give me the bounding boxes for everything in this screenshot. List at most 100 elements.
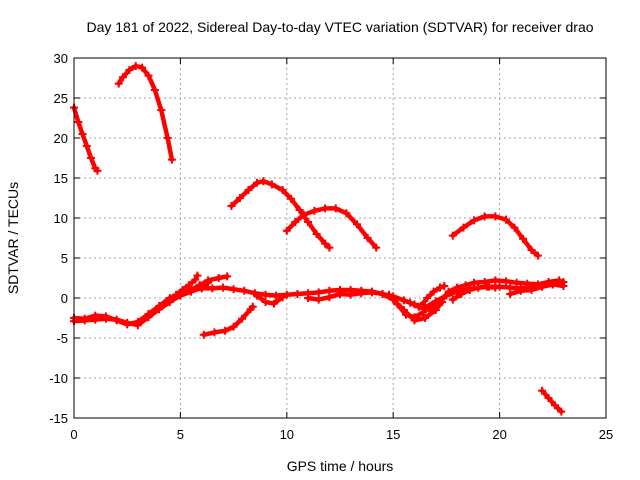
data-point: [248, 302, 257, 311]
data-point: [557, 407, 566, 416]
data-point: [287, 194, 296, 203]
data-series: [70, 62, 568, 416]
data-point: [295, 206, 304, 214]
data-point: [457, 290, 466, 298]
y-tick-label-4: 5: [61, 251, 68, 266]
data-point: [336, 290, 344, 298]
series-trace-1: [116, 63, 175, 162]
data-point: [527, 246, 536, 254]
data-point: [293, 290, 302, 298]
y-tick-label-3: 0: [61, 291, 68, 306]
data-point: [406, 298, 415, 307]
data-point: [538, 386, 547, 395]
data-point: [470, 216, 479, 225]
data-point: [282, 226, 291, 235]
data-point: [223, 272, 232, 281]
data-point: [167, 155, 176, 164]
data-point: [440, 282, 449, 290]
data-point: [436, 298, 445, 307]
data-point: [416, 302, 425, 310]
y-tick-label-6: 15: [54, 171, 68, 186]
data-point: [491, 212, 500, 221]
data-point: [101, 314, 110, 323]
data-point: [114, 79, 123, 88]
data-point: [74, 118, 83, 126]
data-point: [363, 234, 372, 242]
data-point: [144, 71, 153, 80]
data-point: [172, 290, 181, 299]
data-point: [325, 293, 334, 302]
y-tick-label-8: 25: [54, 91, 68, 106]
data-point: [506, 290, 515, 298]
data-point: [270, 299, 279, 308]
data-point: [314, 295, 323, 304]
x-tick-label-3: 15: [386, 427, 400, 442]
data-point: [267, 180, 276, 189]
data-point: [229, 285, 238, 294]
data-point: [384, 290, 393, 299]
data-point: [353, 220, 362, 229]
data-point: [555, 276, 564, 285]
data-point: [235, 194, 244, 202]
series-arc-4: [282, 204, 381, 252]
data-point: [165, 298, 174, 306]
data-point: [131, 62, 140, 70]
data-point: [501, 277, 510, 286]
data-point: [321, 239, 330, 248]
series-arc-5: [448, 212, 542, 260]
data-point: [399, 296, 408, 305]
data-point: [150, 86, 159, 94]
data-point: [401, 310, 410, 319]
data-point: [91, 315, 100, 324]
data-point: [227, 202, 236, 210]
data-point: [410, 313, 419, 322]
data-point: [261, 290, 270, 299]
data-point: [278, 186, 287, 194]
y-axis-title: SDTVAR / TECUs: [5, 182, 21, 294]
data-point: [480, 212, 489, 221]
data-point: [138, 63, 147, 72]
series-band-7: [384, 290, 427, 322]
data-point: [193, 271, 202, 280]
data-point: [112, 315, 121, 324]
data-point: [214, 274, 223, 282]
series-arc-7: [538, 386, 566, 416]
data-point: [516, 286, 525, 295]
data-point: [118, 73, 127, 82]
data-point: [470, 278, 479, 287]
x-tick-label-0: 0: [70, 427, 77, 442]
data-point: [474, 283, 483, 292]
y-tick-label-9: 30: [54, 51, 68, 66]
x-tick-label-5: 25: [599, 427, 613, 442]
data-point: [331, 204, 340, 213]
data-point: [372, 243, 381, 252]
series-trace-6: [539, 388, 564, 414]
data-point: [448, 295, 457, 304]
x-tick-label-1: 5: [177, 427, 184, 442]
data-point: [304, 218, 313, 226]
x-tick-label-2: 10: [280, 427, 294, 442]
series-arc-1: [70, 103, 102, 175]
x-axis-title: GPS time / hours: [287, 458, 394, 474]
data-point: [221, 326, 230, 335]
data-point: [144, 313, 153, 322]
data-point: [278, 293, 287, 302]
series-trace-0: [71, 105, 100, 174]
data-point: [218, 283, 227, 292]
data-point: [195, 281, 204, 290]
data-point: [184, 281, 193, 290]
data-point: [163, 134, 172, 142]
data-point: [259, 177, 268, 186]
data-point: [429, 287, 438, 296]
data-point: [342, 209, 351, 218]
data-point: [157, 106, 166, 114]
data-point: [538, 282, 547, 291]
data-point: [436, 283, 445, 292]
data-point: [425, 306, 434, 314]
data-point: [187, 286, 196, 294]
data-point: [559, 282, 568, 290]
data-point: [125, 66, 134, 74]
data-point: [346, 290, 355, 299]
series-band-4: [187, 272, 232, 294]
